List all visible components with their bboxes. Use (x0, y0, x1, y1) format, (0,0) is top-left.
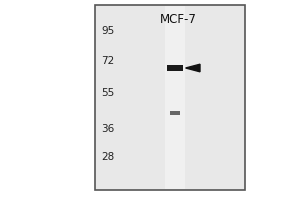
FancyBboxPatch shape (95, 5, 245, 190)
Text: 28: 28 (101, 152, 114, 162)
Polygon shape (186, 64, 200, 72)
Text: MCF-7: MCF-7 (160, 13, 197, 26)
FancyBboxPatch shape (165, 6, 185, 189)
Text: 95: 95 (101, 26, 114, 36)
Text: 36: 36 (101, 124, 114, 134)
Text: 55: 55 (101, 88, 114, 98)
Bar (167, 65, 183, 71)
Text: 72: 72 (101, 56, 114, 66)
Bar (170, 111, 180, 115)
